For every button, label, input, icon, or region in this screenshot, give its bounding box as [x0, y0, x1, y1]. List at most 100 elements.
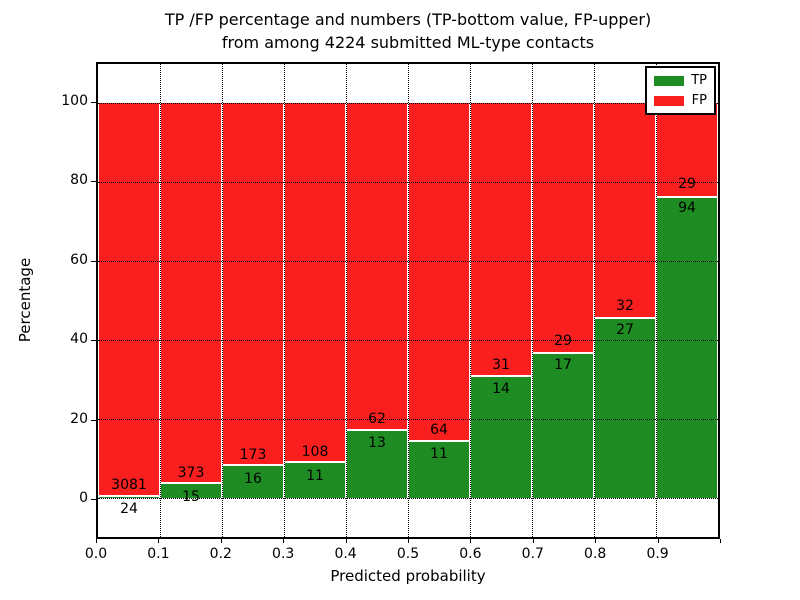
x-tick-label: 0.2 — [209, 546, 232, 562]
legend: TP FP — [645, 66, 716, 115]
tp-segment — [409, 439, 469, 498]
vertical-gridline — [222, 64, 223, 537]
plot-area: 3081 24 373 15 173 16 108 11 62 13 64 11 31 14 29 17 32 2… — [96, 62, 720, 539]
vertical-gridline — [470, 64, 471, 537]
fp-swatch-icon — [654, 95, 684, 106]
stacked-bar — [284, 103, 346, 498]
tp-count-label: 24 — [120, 501, 138, 518]
x-tick-label: 0.1 — [147, 546, 170, 562]
fp-count-label: 29 — [554, 333, 572, 350]
horizontal-gridline — [98, 497, 718, 499]
stacked-bar — [532, 103, 594, 498]
x-tick-mark — [96, 539, 97, 543]
legend-label-fp: FP — [691, 93, 707, 108]
tp-segment — [533, 351, 593, 498]
tp-count-label: 15 — [182, 488, 200, 505]
tp-segment — [595, 317, 655, 498]
fp-count-label: 3081 — [111, 477, 147, 494]
stacked-bar — [346, 103, 408, 498]
fp-count-label: 29 — [678, 176, 696, 193]
y-tick-mark — [91, 260, 96, 262]
tp-count-label: 94 — [678, 200, 696, 217]
chart-title-line2: from among 4224 submitted ML-type contac… — [221, 33, 595, 52]
vertical-gridline — [160, 64, 161, 537]
x-axis-label: Predicted probability — [330, 567, 486, 585]
vertical-gridline — [594, 64, 595, 537]
fp-segment — [533, 103, 593, 352]
stacked-bar — [222, 103, 284, 498]
fp-segment — [657, 103, 717, 197]
horizontal-gridline — [98, 418, 718, 420]
y-tick-mark — [91, 419, 96, 421]
y-tick-mark — [91, 181, 96, 183]
x-tick-label: 0.8 — [584, 546, 607, 562]
tp-segment — [99, 494, 159, 498]
y-tick-mark — [91, 340, 96, 342]
fp-segment — [595, 103, 655, 318]
vertical-gridline — [656, 64, 657, 537]
x-tick-label: 0.6 — [459, 546, 482, 562]
tp-segment — [657, 196, 717, 498]
tp-count-label: 16 — [244, 470, 262, 487]
fp-segment — [471, 103, 531, 375]
fp-segment — [409, 103, 469, 440]
fp-segment — [161, 103, 221, 483]
stacked-bar — [98, 103, 160, 498]
y-tick-label: 20 — [70, 410, 88, 427]
x-tick-label: 0.0 — [84, 546, 108, 562]
tp-count-label: 14 — [492, 380, 510, 397]
legend-item-tp: TP — [654, 73, 707, 88]
horizontal-gridline — [98, 182, 718, 184]
x-tick-mark — [220, 539, 222, 543]
y-tick-label: 60 — [70, 251, 88, 268]
y-tick-label: 0 — [79, 490, 88, 507]
tp-count-label: 13 — [368, 435, 386, 452]
y-tick-mark — [91, 101, 96, 103]
chart-title-line1: TP /FP percentage and numbers (TP-bottom… — [164, 10, 652, 29]
x-tick-label: 0.7 — [521, 546, 544, 562]
fp-count-label: 64 — [430, 421, 448, 438]
x-tick-mark — [595, 539, 597, 543]
fp-count-label: 108 — [301, 443, 329, 460]
x-tick-label: 0.3 — [272, 546, 295, 562]
x-tick-label: 0.4 — [334, 546, 357, 562]
tp-count-label: 11 — [430, 445, 448, 462]
horizontal-gridline — [98, 339, 718, 341]
fp-count-label: 31 — [492, 356, 510, 373]
y-tick-mark — [91, 499, 96, 501]
tp-segment — [161, 482, 221, 498]
fp-segment — [285, 103, 345, 462]
horizontal-gridline — [98, 103, 718, 105]
vertical-gridline — [346, 64, 347, 537]
x-tick-mark — [657, 539, 659, 543]
legend-item-fp: FP — [654, 93, 707, 108]
fp-count-label: 62 — [368, 411, 386, 428]
tp-segment — [347, 429, 407, 498]
x-tick-mark — [345, 539, 347, 543]
horizontal-gridline — [98, 261, 718, 263]
x-tick-mark — [720, 539, 721, 543]
vertical-gridline — [284, 64, 285, 537]
y-tick-label: 40 — [70, 331, 88, 348]
fp-segment — [99, 103, 159, 495]
stacked-bar — [470, 103, 532, 498]
x-tick-mark — [532, 539, 534, 543]
x-tick-mark — [470, 539, 472, 543]
tp-segment — [223, 464, 283, 498]
tp-swatch-icon — [654, 75, 684, 86]
tp-count-label: 27 — [616, 322, 634, 339]
x-tick-mark — [158, 539, 160, 543]
x-tick-mark — [283, 539, 285, 543]
x-tick-label: 0.5 — [396, 546, 420, 562]
x-tick-label: 0.9 — [646, 546, 669, 562]
tp-count-label: 17 — [554, 357, 572, 374]
y-tick-label: 80 — [70, 172, 88, 189]
tp-count-label: 11 — [306, 467, 324, 484]
x-tick-mark — [408, 539, 409, 543]
fp-count-label: 173 — [239, 446, 267, 463]
stacked-bar — [656, 103, 718, 498]
legend-label-tp: TP — [691, 73, 707, 88]
fp-count-label: 32 — [616, 298, 634, 315]
chart-title: TP /FP percentage and numbers (TP-bottom… — [96, 8, 720, 54]
